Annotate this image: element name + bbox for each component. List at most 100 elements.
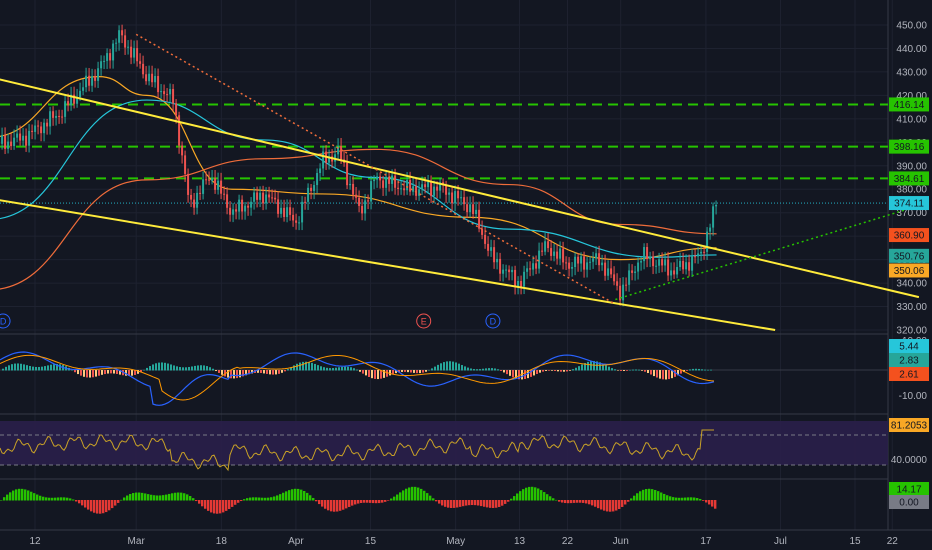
time-axis-tick-label: 22: [887, 536, 899, 547]
momentum-bar: [690, 497, 693, 501]
momentum-bar: [123, 497, 126, 501]
momentum-bar: [363, 500, 366, 503]
event-marker: [0, 313, 11, 329]
macd-histogram-bar: [632, 369, 634, 371]
candle-body: [67, 101, 70, 106]
candle-body: [229, 207, 232, 215]
macd-histogram-bar: [134, 370, 136, 375]
macd-histogram-bar: [386, 370, 388, 377]
candle-body: [604, 262, 607, 276]
momentum-bar: [3, 497, 6, 501]
macd-histogram-bar: [251, 370, 253, 374]
price-axis[interactable]: 450.00440.00430.00420.00410.00400.00390.…: [891, 21, 928, 467]
momentum-bar: [708, 500, 711, 505]
momentum-bar: [465, 500, 468, 506]
candle-body: [487, 243, 490, 251]
price-axis-tick-label: 340.00: [896, 279, 927, 290]
candle-body: [682, 260, 685, 270]
horizontal-levels[interactable]: [0, 103, 888, 204]
macd-histogram-bar: [284, 370, 286, 372]
indicator-price-tag: 350.76: [889, 248, 929, 263]
macd-histogram-bar: [281, 370, 283, 373]
momentum-bar: [612, 500, 615, 512]
macd-histogram-bar: [623, 370, 625, 371]
macd-histogram-bar: [92, 370, 94, 378]
candle-body: [358, 197, 361, 206]
macd-histogram-bar: [173, 365, 175, 371]
momentum-bar: [645, 488, 648, 501]
candle-body: [655, 265, 658, 267]
macd-histogram-bar: [662, 370, 664, 380]
time-axis-tick-label: Jun: [613, 536, 629, 547]
macd-histogram-bar: [335, 367, 337, 371]
candle-body: [361, 205, 364, 214]
macd-histogram-bar: [332, 368, 334, 371]
macd-histogram-bar: [5, 366, 7, 371]
time-axis-tick-label: 22: [562, 536, 574, 547]
tag-background: [889, 263, 929, 278]
macd-histogram-bar: [479, 369, 481, 371]
momentum-bar: [504, 500, 507, 504]
momentum-bar: [348, 500, 351, 507]
trendline-drawings[interactable]: [0, 33, 920, 331]
momentum-bar: [633, 495, 636, 501]
candle-body: [415, 186, 418, 196]
tag-background: [889, 171, 929, 186]
momentum-bar: [381, 500, 384, 503]
macd-histogram-bar: [365, 370, 367, 376]
macd-histogram-bar: [488, 368, 490, 371]
candle-body: [157, 76, 160, 93]
macd-histogram-bar: [473, 369, 475, 371]
candle-body: [124, 35, 127, 48]
macd-histogram-bar: [635, 369, 637, 371]
momentum-bar: [177, 492, 180, 501]
macd-histogram-bar: [227, 370, 229, 378]
macd-histogram-bar: [689, 369, 691, 371]
candle-body: [679, 260, 682, 268]
momentum-bar: [258, 497, 261, 501]
macd-histogram-bar: [389, 370, 391, 376]
candle-body: [451, 192, 454, 204]
candle-body: [133, 48, 136, 58]
rsi-band: [0, 421, 888, 465]
macd-histogram-bar: [125, 370, 127, 376]
macd-histogram-bar: [143, 369, 145, 371]
candle-body: [178, 115, 181, 146]
candle-body: [340, 146, 343, 160]
candle-body: [505, 269, 508, 271]
macd-histogram-bar: [74, 370, 76, 373]
candle-body: [589, 261, 592, 263]
price-tags: 416.14 398.16 384.61 374.11 360.90 350.76 350.…: [889, 97, 929, 509]
macd-histogram-bar: [707, 369, 709, 371]
candle-body: [310, 187, 313, 191]
time-axis-tick-label: 17: [700, 536, 712, 547]
macd-histogram-bar: [119, 370, 121, 375]
candle-body: [658, 259, 661, 266]
candle-body: [712, 206, 715, 228]
momentum-bar: [240, 500, 243, 502]
momentum-bar: [216, 500, 219, 514]
tag-background: [889, 339, 929, 353]
candle-body: [475, 209, 478, 215]
macd-histogram-bar: [596, 361, 598, 371]
macd-histogram-bar: [191, 366, 193, 371]
momentum-bar: [120, 499, 123, 501]
macd-histogram-bar: [554, 370, 556, 372]
rsi-axis-tick-label: 40.0000: [891, 455, 928, 466]
momentum-bar: [30, 491, 33, 501]
candle-body: [208, 179, 211, 181]
candle-body: [313, 185, 316, 191]
time-axis[interactable]: 12 Mar 18 Apr 15 May 13 22 Jun 17 Jul 15 22: [29, 536, 898, 547]
momentum-bar: [330, 500, 333, 512]
candle-body: [592, 258, 595, 262]
candle-body: [640, 261, 643, 263]
macd-histogram-bar: [218, 370, 220, 373]
momentum-bar: [624, 500, 627, 505]
momentum-bar: [351, 500, 354, 506]
candle-body: [616, 281, 619, 286]
tag-background: [889, 367, 929, 381]
momentum-bar: [639, 491, 642, 501]
candles: [0, 24, 718, 307]
